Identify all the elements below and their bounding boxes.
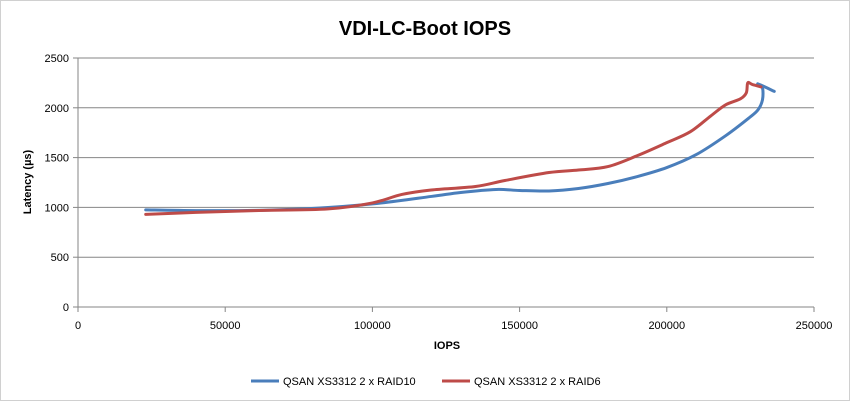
y-tick-label: 2500 <box>45 53 69 65</box>
y-axis-title: Latency (µs) <box>22 149 34 214</box>
axes <box>73 57 815 312</box>
grid <box>78 57 814 258</box>
y-tick-label: 500 <box>51 252 69 264</box>
series-line-2 <box>144 80 763 216</box>
x-tick-labels: 0 50000 100000 150000 200000 250000 <box>75 320 832 332</box>
x-tick-label: 50000 <box>210 320 241 332</box>
x-tick-label: 0 <box>75 320 81 332</box>
x-tick-label: 250000 <box>796 320 833 332</box>
series-lines <box>144 80 776 216</box>
legend: QSAN XS3312 2 x RAID10 QSAN XS3312 2 x RA… <box>251 376 601 388</box>
series-line-1 <box>144 82 776 213</box>
legend-label: QSAN XS3312 2 x RAID10 <box>283 376 416 388</box>
chart-title: VDI-LC-Boot IOPS <box>339 18 511 40</box>
y-tick-label: 1000 <box>45 202 69 214</box>
y-tick-label: 2000 <box>45 103 69 115</box>
y-tick-label: 1500 <box>45 153 69 165</box>
x-axis-title: IOPS <box>434 340 460 352</box>
x-tick-label: 200000 <box>648 320 685 332</box>
legend-item-1: QSAN XS3312 2 x RAID10 <box>251 376 416 388</box>
legend-item-2: QSAN XS3312 2 x RAID6 <box>442 376 601 388</box>
y-tick-labels: 0 500 1000 1500 2000 2500 <box>45 53 69 314</box>
x-tick-label: 150000 <box>501 320 538 332</box>
x-tick-label: 100000 <box>354 320 391 332</box>
y-tick-label: 0 <box>63 302 69 314</box>
legend-label: QSAN XS3312 2 x RAID6 <box>474 376 601 388</box>
